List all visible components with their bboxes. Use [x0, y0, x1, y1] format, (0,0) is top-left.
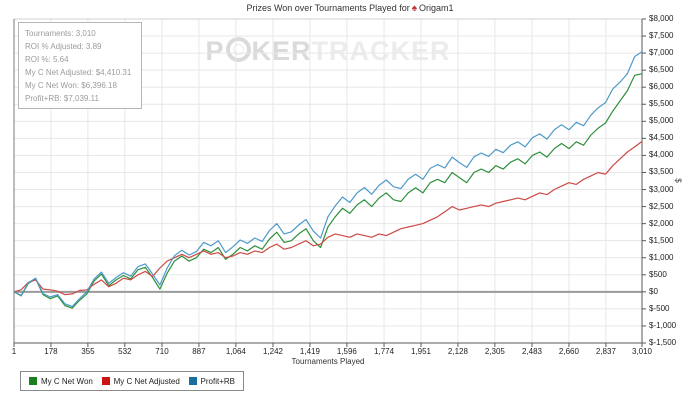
chart-title-text: Prizes Won over Tournaments Played for	[246, 3, 410, 13]
y-tick-label: $0	[649, 286, 658, 296]
watermark-tracker: TRACKER	[311, 36, 451, 66]
chart-title: Prizes Won over Tournaments Played for ♠ O…	[0, 3, 700, 14]
stat-net-won: My C Net Won: $6,396.18	[25, 81, 117, 90]
y-tick-label: $500	[649, 269, 667, 279]
legend-box: My C Net Won My C Net Adjusted Profit+RB	[20, 371, 244, 391]
x-tick-label: 2,305	[484, 347, 505, 356]
y-axis-title: $	[673, 178, 683, 183]
x-tick-label: 2,660	[558, 347, 579, 356]
y-tick-label: $4,000	[649, 150, 674, 160]
y-tick-label: $8,000	[649, 14, 674, 23]
y-tick-label: $5,500	[649, 99, 674, 109]
x-tick-label: 1,774	[374, 347, 395, 356]
y-tick-label: $3,000	[649, 184, 674, 194]
x-tick-label: 887	[192, 347, 206, 356]
legend-swatch-green	[29, 377, 37, 385]
x-tick-label: 178	[44, 347, 58, 356]
series-line-my-c-net-adjusted	[13, 140, 643, 296]
x-tick-label: 3,010	[631, 347, 653, 356]
watermark-poker-p: P	[205, 36, 225, 66]
x-tick-label: 1,596	[336, 347, 357, 356]
stat-tournaments: Tournaments: 3,010	[25, 29, 96, 38]
poker-chip-icon	[225, 37, 251, 62]
y-tick-label: $2,500	[649, 201, 674, 211]
legend-label-net-adjusted: My C Net Adjusted	[113, 376, 180, 386]
x-tick-label: 532	[118, 347, 132, 356]
y-tick-label: $-1,000	[649, 320, 677, 330]
legend-item-net-adjusted[interactable]: My C Net Adjusted	[101, 376, 180, 386]
y-tick-label: $6,500	[649, 65, 674, 75]
pokertracker-watermark: P KERTRACKER	[14, 36, 642, 67]
y-tick-label: $7,500	[649, 31, 674, 41]
y-tick-label: $6,000	[649, 82, 674, 92]
y-tick-label: $2,000	[649, 218, 674, 228]
x-tick-label: 1	[11, 347, 17, 356]
y-tick-label: $1,000	[649, 252, 674, 262]
series-line-my-c-net-won	[13, 73, 643, 309]
player-suit-icon: ♠	[411, 3, 418, 14]
legend-item-net-won[interactable]: My C Net Won	[29, 377, 93, 386]
x-tick-label: 2,483	[521, 347, 543, 356]
stat-profit-rb: Profit+RB: $7,039.11	[25, 94, 99, 103]
y-tick-label: $7,000	[649, 48, 674, 58]
stats-summary-box: Tournaments: 3,010 ROI % Adjusted: 3.89 …	[18, 22, 142, 109]
legend-label-profit-rb: Profit+RB	[200, 376, 235, 386]
y-tick-label: $-500	[649, 303, 670, 313]
watermark-poker-ker: KER	[251, 36, 312, 66]
y-tick-label: $5,000	[649, 116, 674, 126]
y-tick-label: $3,500	[649, 167, 674, 177]
x-axis-title: Tournaments Played	[291, 357, 365, 366]
y-tick-label: $4,500	[649, 133, 674, 143]
stat-roi-adjusted: ROI % Adjusted: 3.89	[25, 42, 102, 51]
legend-label-net-won: My C Net Won	[41, 376, 93, 386]
legend-swatch-blue	[188, 377, 197, 385]
stat-net-adjusted: My C Net Adjusted: $4,410.31	[25, 68, 132, 77]
x-tick-label: 1,419	[299, 347, 320, 356]
x-tick-label: 1,064	[225, 347, 246, 356]
legend-item-profit-rb[interactable]: Profit+RB	[188, 376, 235, 386]
x-tick-label: 2,837	[595, 347, 616, 356]
x-tick-label: 355	[81, 347, 95, 356]
x-tick-label: 2,128	[447, 347, 468, 356]
x-tick-label: 1,242	[262, 347, 284, 356]
series-line-profit-rb	[13, 51, 643, 308]
x-tick-label: 710	[155, 347, 169, 356]
y-tick-label: $-1,500	[649, 338, 677, 347]
legend-swatch-red	[101, 377, 110, 385]
player-name: Origam1	[419, 3, 454, 13]
stat-roi: ROI %: 5.64	[25, 55, 69, 64]
y-tick-label: $1,500	[649, 235, 674, 245]
x-tick-label: 1,951	[410, 347, 431, 356]
